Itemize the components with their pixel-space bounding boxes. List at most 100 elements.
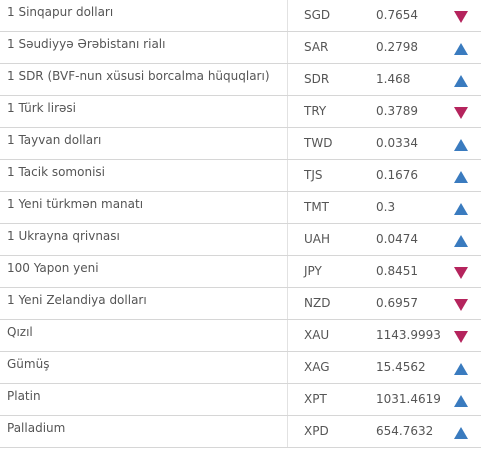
column-divider (287, 319, 296, 352)
currency-name: 1 Yeni Zelandiya dolları (0, 287, 288, 320)
rate-row-uah: 1 Ukrayna qrivnası UAH 0.0474 (0, 223, 481, 256)
trend-up-arrow-icon (454, 75, 468, 87)
trend-up-arrow-icon (454, 427, 468, 439)
rate-row-tmt: 1 Yeni türkmən manatı TMT 0.3 (0, 191, 481, 224)
currency-name: Platin (0, 383, 288, 416)
trend-cell (448, 159, 481, 192)
currency-code: SAR (296, 31, 376, 64)
trend-up-arrow-icon (454, 171, 468, 183)
rate-row-xpd: Palladium XPD 654.7632 (0, 415, 481, 448)
trend-up-arrow-icon (454, 139, 468, 151)
currency-code: SDR (296, 63, 376, 96)
currency-code: TJS (296, 159, 376, 192)
column-divider (287, 287, 296, 320)
trend-down-arrow-icon (454, 299, 468, 311)
exchange-rate-value: 1.468 (376, 63, 448, 96)
rate-row-twd: 1 Tayvan dolları TWD 0.0334 (0, 127, 481, 160)
rate-row-xau: Qızıl XAU 1143.9993 (0, 319, 481, 352)
currency-name: 1 Tacik somonisi (0, 159, 288, 192)
currency-code: XAU (296, 319, 376, 352)
currency-name: 1 Türk lirəsi (0, 95, 288, 128)
rate-row-tjs: 1 Tacik somonisi TJS 0.1676 (0, 159, 481, 192)
currency-code: TRY (296, 95, 376, 128)
column-divider (287, 223, 296, 256)
trend-up-arrow-icon (454, 235, 468, 247)
exchange-rate-value: 0.3 (376, 191, 448, 224)
currency-name: 1 Səudiyyə Ərəbistanı rialı (0, 31, 288, 64)
column-divider (287, 159, 296, 192)
trend-up-arrow-icon (454, 395, 468, 407)
trend-cell (448, 287, 481, 320)
rate-row-sar: 1 Səudiyyə Ərəbistanı rialı SAR 0.2798 (0, 31, 481, 64)
trend-cell (448, 415, 481, 448)
rate-row-xag: Gümüş XAG 15.4562 (0, 351, 481, 384)
column-divider (287, 127, 296, 160)
column-divider (287, 191, 296, 224)
rate-row-nzd: 1 Yeni Zelandiya dolları NZD 0.6957 (0, 287, 481, 320)
currency-code: JPY (296, 255, 376, 288)
column-divider (287, 31, 296, 64)
currency-code: UAH (296, 223, 376, 256)
rate-row-jpy: 100 Yapon yeni JPY 0.8451 (0, 255, 481, 288)
currency-name: Gümüş (0, 351, 288, 384)
exchange-rate-value: 1143.9993 (376, 319, 448, 352)
trend-cell (448, 383, 481, 416)
trend-down-arrow-icon (454, 107, 468, 119)
trend-cell (448, 0, 481, 32)
trend-cell (448, 319, 481, 352)
currency-name: Qızıl (0, 319, 288, 352)
column-divider (287, 0, 296, 32)
currency-name: 1 SDR (BVF-nun xüsusi borcalma hüquqları… (0, 63, 288, 96)
trend-cell (448, 95, 481, 128)
currency-code: SGD (296, 0, 376, 32)
exchange-rate-value: 15.4562 (376, 351, 448, 384)
currency-code: XAG (296, 351, 376, 384)
exchange-rate-value: 0.0334 (376, 127, 448, 160)
currency-code: XPD (296, 415, 376, 448)
currency-code: XPT (296, 383, 376, 416)
currency-name: 100 Yapon yeni (0, 255, 288, 288)
exchange-rate-value: 0.6957 (376, 287, 448, 320)
column-divider (287, 351, 296, 384)
trend-cell (448, 223, 481, 256)
currency-name: 1 Tayvan dolları (0, 127, 288, 160)
trend-down-arrow-icon (454, 11, 468, 23)
trend-cell (448, 255, 481, 288)
trend-cell (448, 63, 481, 96)
column-divider (287, 255, 296, 288)
trend-down-arrow-icon (454, 267, 468, 279)
exchange-rate-value: 0.2798 (376, 31, 448, 64)
exchange-rate-value: 0.3789 (376, 95, 448, 128)
exchange-rate-value: 654.7632 (376, 415, 448, 448)
currency-name: 1 Yeni türkmən manatı (0, 191, 288, 224)
exchange-rate-value: 0.7654 (376, 0, 448, 32)
column-divider (287, 383, 296, 416)
currency-name: Palladium (0, 415, 288, 448)
trend-up-arrow-icon (454, 43, 468, 55)
currency-code: TWD (296, 127, 376, 160)
trend-cell (448, 127, 481, 160)
currency-name: 1 Ukrayna qrivnası (0, 223, 288, 256)
exchange-rate-value: 0.1676 (376, 159, 448, 192)
column-divider (287, 415, 296, 448)
rate-row-sgd: 1 Sinqapur dolları SGD 0.7654 (0, 0, 481, 32)
currency-name: 1 Sinqapur dolları (0, 0, 288, 32)
rate-row-sdr: 1 SDR (BVF-nun xüsusi borcalma hüquqları… (0, 63, 481, 96)
column-divider (287, 63, 296, 96)
trend-cell (448, 31, 481, 64)
exchange-rate-value: 0.8451 (376, 255, 448, 288)
trend-down-arrow-icon (454, 331, 468, 343)
exchange-rate-value: 0.0474 (376, 223, 448, 256)
trend-cell (448, 191, 481, 224)
currency-code: TMT (296, 191, 376, 224)
column-divider (287, 95, 296, 128)
rate-row-try: 1 Türk lirəsi TRY 0.3789 (0, 95, 481, 128)
trend-up-arrow-icon (454, 363, 468, 375)
trend-cell (448, 351, 481, 384)
trend-up-arrow-icon (454, 203, 468, 215)
rate-row-xpt: Platin XPT 1031.4619 (0, 383, 481, 416)
exchange-rate-value: 1031.4619 (376, 383, 448, 416)
currency-code: NZD (296, 287, 376, 320)
